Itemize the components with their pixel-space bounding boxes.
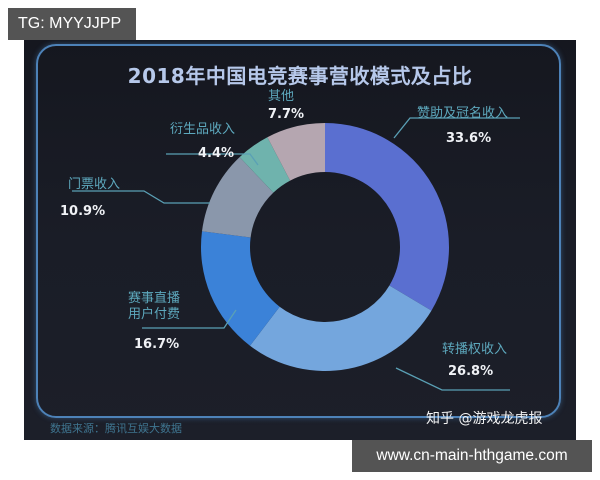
chart-frame <box>36 44 561 418</box>
pct-broadcast: 26.8% <box>448 364 494 379</box>
donut-slices <box>200 123 449 371</box>
label-live-stream-1: 赛事直播 <box>128 291 181 306</box>
watermark: 知乎 @游戏龙虎报 <box>426 411 543 427</box>
pct-sponsorship: 33.6% <box>446 131 492 146</box>
pct-merch: 4.4% <box>198 146 235 161</box>
pct-live-stream: 16.7% <box>134 337 180 352</box>
donut-slice <box>325 123 449 311</box>
label-sponsorship: 赞助及冠名收入 <box>417 106 509 121</box>
leader-lines <box>72 117 520 391</box>
data-source: 数据来源：腾讯互娱大数据 <box>50 422 182 435</box>
label-tickets: 门票收入 <box>68 177 121 192</box>
chart-image: 2018年中国电竞赛事营收模式及占比 赞助及冠名收入 33.6% 转播权收入 2… <box>24 40 576 440</box>
bottom-url-tag: www.cn-main-hthgame.com <box>352 440 592 472</box>
donut-slice <box>202 157 274 238</box>
label-live-stream-2: 用户付费 <box>128 307 181 322</box>
label-merch: 衍生品收入 <box>170 122 236 137</box>
top-tag: TG: MYYJJPP <box>8 8 136 40</box>
donut-slice <box>267 123 325 181</box>
chart-title: 2018年中国电竞赛事营收模式及占比 <box>127 64 473 88</box>
label-broadcast: 转播权收入 <box>442 342 508 357</box>
donut-slice <box>239 137 291 193</box>
pct-other: 7.7% <box>268 107 305 122</box>
donut-slice <box>249 285 432 371</box>
donut-slice <box>200 231 280 346</box>
label-other: 其他 <box>268 89 295 104</box>
donut-chart <box>72 117 520 391</box>
pct-tickets: 10.9% <box>60 204 106 219</box>
